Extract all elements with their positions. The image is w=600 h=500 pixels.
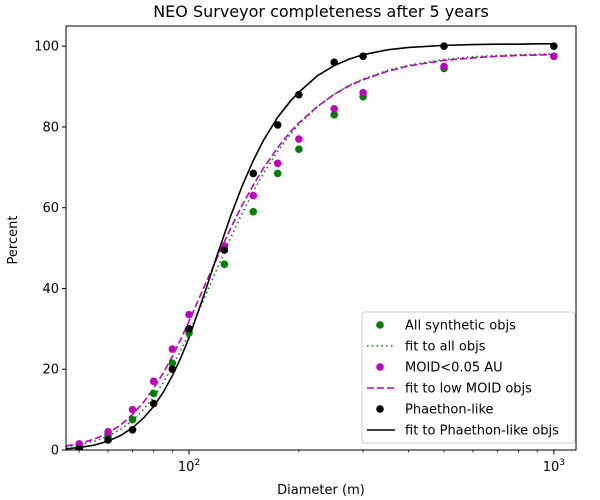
data-point-moid-0-05-au [128, 405, 137, 414]
data-point-phaethon-like [185, 325, 193, 333]
data-point-phaethon-like [295, 90, 303, 99]
y-tick-label: 20 [42, 363, 59, 378]
legend-marker-moid-0-05-au [376, 363, 384, 371]
x-tick-label: 103 [543, 458, 565, 475]
data-point-all-synthetic-objs [168, 359, 177, 367]
legend-box [361, 311, 576, 444]
axes: 0 20 40 60 80 100 102 103 [34, 25, 577, 475]
data-point-phaethon-like [104, 436, 112, 444]
data-point-phaethon-like [75, 444, 84, 450]
data-point-moid-0-05-au [550, 52, 558, 61]
data-point-phaethon-like [149, 399, 158, 408]
data-point-moid-0-05-au [249, 191, 258, 200]
data-point-moid-0-05-au [149, 377, 158, 386]
chart-title: NEO Surveyor completeness after 5 years [153, 2, 489, 21]
x-tick-label: 102 [178, 458, 200, 475]
data-point-phaethon-like [249, 169, 258, 178]
plot-area [66, 42, 558, 450]
data-point-all-synthetic-objs [249, 207, 258, 216]
data-point-phaethon-like [330, 58, 339, 67]
data-point-moid-0-05-au [168, 345, 177, 353]
y-axis-label: Percent [6, 216, 21, 265]
data-point-phaethon-like [440, 42, 448, 50]
data-point-moid-0-05-au [359, 88, 367, 97]
data-point-phaethon-like [359, 52, 367, 61]
legend-marker-phaethon-like [376, 405, 384, 413]
data-point-phaethon-like [550, 42, 558, 50]
y-tick-label: 100 [34, 40, 59, 55]
data-point-phaethon-like [273, 121, 282, 129]
legend-label-all-synthetic-objs: All synthetic objs [405, 319, 516, 334]
data-point-all-synthetic-objs [295, 145, 303, 153]
legend-label-fit-to-phaethon-like-objs: fit to Phaethon-like objs [405, 424, 559, 439]
data-point-all-synthetic-objs [330, 111, 339, 119]
data-point-all-synthetic-objs [220, 260, 229, 269]
data-point-moid-0-05-au [440, 62, 448, 71]
y-tick-label: 60 [42, 201, 59, 216]
data-point-moid-0-05-au [185, 310, 193, 319]
series-line-fit-to-all-objs [66, 53, 554, 448]
data-point-phaethon-like [220, 246, 229, 254]
data-point-moid-0-05-au [330, 104, 339, 113]
legend-label-fit-to-low-moid-objs: fit to low MOID objs [405, 382, 532, 397]
data-point-phaethon-like [128, 426, 137, 434]
y-tick-label: 80 [42, 120, 59, 135]
data-point-moid-0-05-au [295, 135, 303, 143]
data-point-moid-0-05-au [273, 159, 282, 168]
data-point-phaethon-like [168, 365, 177, 374]
series-layer [66, 42, 558, 450]
data-point-all-synthetic-objs [149, 389, 158, 398]
x-axis-label: Diameter (m) [277, 483, 365, 498]
legend-marker-all-synthetic-objs [376, 321, 384, 329]
plot-frame [65, 25, 577, 451]
legend: All synthetic objs fit to all objs MOID<0.… [361, 311, 576, 444]
legend-label-moid-0-05-au: MOID<0.05 AU [405, 361, 503, 376]
data-point-all-synthetic-objs [128, 415, 137, 424]
data-point-all-synthetic-objs [273, 169, 282, 178]
legend-label-phaethon-like: Phaethon-like [405, 403, 494, 418]
y-tick-label: 40 [42, 282, 59, 297]
legend-label-fit-to-all-objs: fit to all objs [405, 340, 486, 355]
y-tick-label: 0 [51, 444, 59, 459]
data-point-moid-0-05-au [104, 428, 112, 436]
series-line-fit-to-phaethon-like-objs [66, 42, 554, 450]
